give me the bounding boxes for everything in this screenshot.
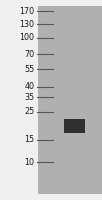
Text: 15: 15 — [24, 136, 34, 144]
Text: 10: 10 — [24, 158, 34, 167]
Text: 130: 130 — [19, 20, 34, 29]
Text: 25: 25 — [24, 108, 34, 116]
Bar — [64, 119, 85, 133]
Text: 55: 55 — [24, 64, 34, 73]
Bar — [38, 6, 102, 194]
Text: 170: 170 — [19, 6, 34, 16]
Bar — [0, 0, 38, 200]
Text: 40: 40 — [24, 82, 34, 91]
Text: 100: 100 — [19, 33, 34, 43]
Text: 35: 35 — [24, 92, 34, 102]
Text: 70: 70 — [24, 50, 34, 59]
